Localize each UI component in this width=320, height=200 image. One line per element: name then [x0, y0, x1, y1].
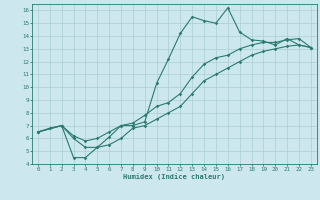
- X-axis label: Humidex (Indice chaleur): Humidex (Indice chaleur): [124, 173, 225, 180]
